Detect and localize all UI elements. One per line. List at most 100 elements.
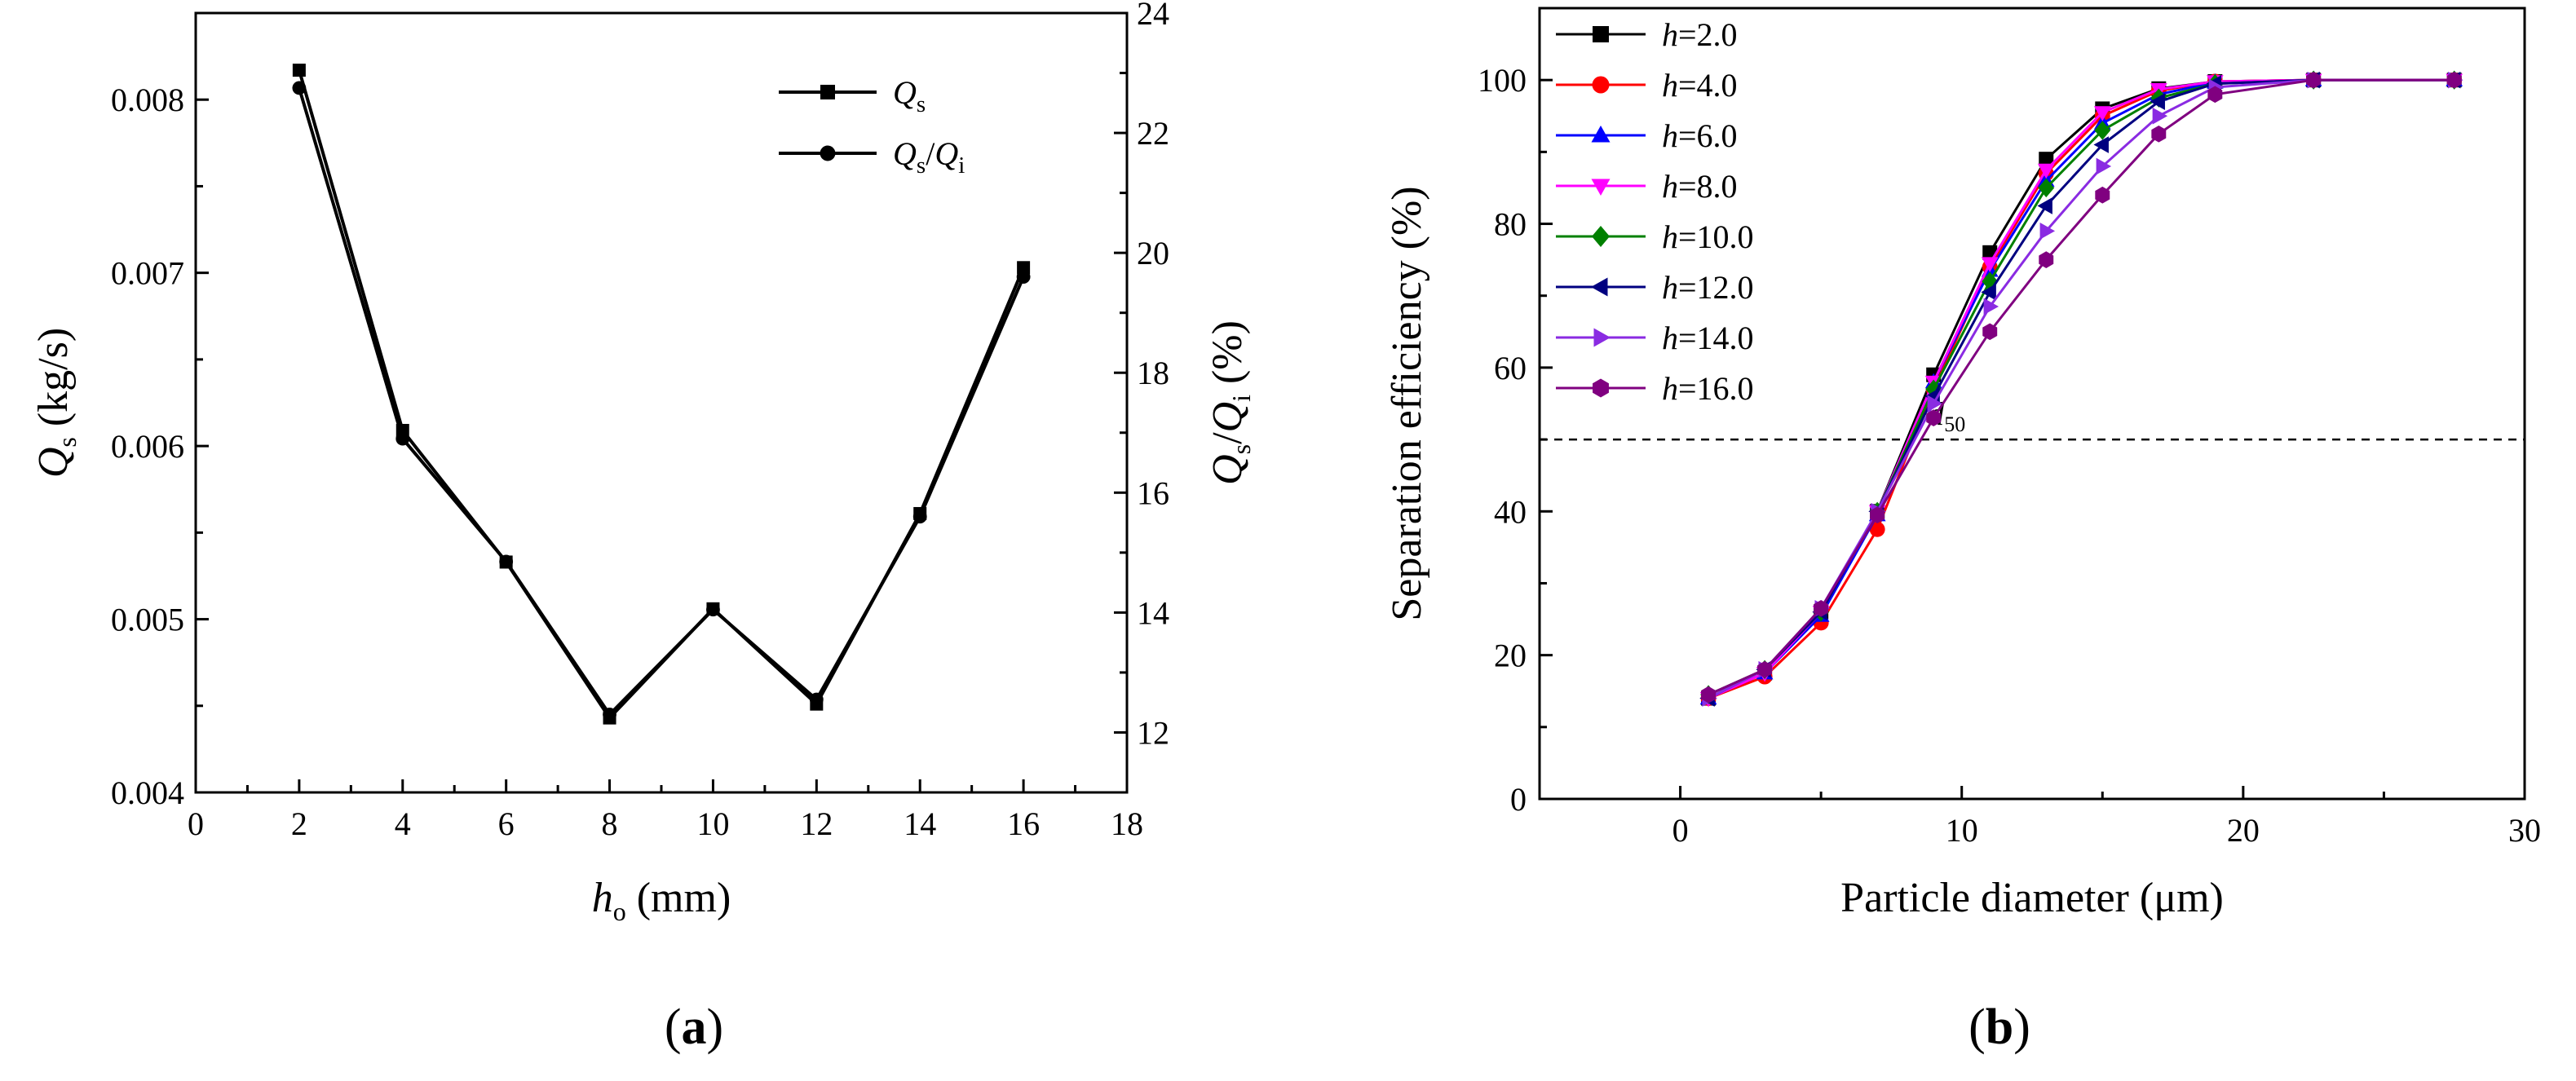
panel-b-legend-marker (1593, 26, 1609, 42)
panel-b-legend-marker (1592, 226, 1610, 247)
panel-b-data-point (2038, 178, 2055, 198)
panel-b-y-tick-label: 40 (1494, 493, 1527, 530)
panel-a-data-point (912, 510, 927, 524)
panel-b-y-tick-label: 20 (1494, 638, 1527, 674)
panel-b-data-point (2152, 107, 2168, 125)
panel-a-x-tick-label: 4 (395, 805, 411, 842)
panel-b-data-point (2151, 125, 2167, 143)
panel-a-x-tick-label: 14 (904, 805, 936, 842)
panel-b-legend-label: h=2.0 (1662, 16, 1738, 53)
panel-a-data-point (809, 692, 824, 707)
panel-a-series-line-1 (297, 87, 1025, 717)
panel-b-x-tick-label: 0 (1672, 812, 1689, 849)
panel-a-y2-tick-label: 14 (1137, 594, 1169, 631)
panel-b-data-point (2037, 163, 2055, 179)
panel-b-y-tick-label: 0 (1510, 781, 1527, 818)
panel-a-y-tick-label: 0.008 (111, 82, 184, 118)
panel-b-data-point (1701, 686, 1717, 704)
panel-b-data-point (2093, 136, 2109, 153)
panel-b-y-tick-label: 60 (1494, 350, 1527, 386)
panel-a-data-point (395, 431, 410, 446)
panel-b-data-point (2446, 71, 2462, 89)
panel-b-legend-label: h=6.0 (1662, 117, 1738, 154)
panel-b-y-tick-label: 100 (1478, 62, 1527, 99)
panel-b-legend-label: h=16.0 (1662, 370, 1754, 407)
panel-b-data-point (1926, 409, 1942, 426)
panel-b-legend-label: h=14.0 (1662, 320, 1754, 356)
panel-b-data-point (1870, 506, 1885, 524)
panel-a-x-tick-label: 18 (1111, 805, 1143, 842)
panel-a-x-tick-label: 16 (1007, 805, 1040, 842)
panel-a-legend-label: Qs/Qi (893, 135, 965, 179)
panel-b-x-tick-label: 10 (1946, 812, 1978, 849)
panel-a-data-point (499, 554, 514, 569)
panel-a-y2-tick-label: 16 (1137, 474, 1169, 511)
panel-b-data-point (1814, 599, 1829, 617)
panel-a-x-axis-title: ho (mm) (592, 875, 731, 926)
panel-b-plot-frame (1538, 7, 2526, 801)
panel-b-legend-label: h=8.0 (1662, 168, 1738, 205)
panel-a-y2-tick-label: 22 (1137, 115, 1169, 152)
panel-b-data-point (2306, 71, 2322, 89)
panel-a-x-tick-label: 2 (291, 805, 307, 842)
panel-b-data-point (1869, 521, 1885, 537)
panel-a-data-point (292, 64, 306, 77)
panel-b-legend-marker (1593, 378, 1609, 398)
panel-b-legend-marker (1592, 76, 1610, 94)
panel-b-x-axis-title: Particle diameter (μm) (1840, 875, 2224, 921)
panel-a-x-tick-label: 8 (602, 805, 618, 842)
panel-b-data-point (1757, 660, 1773, 678)
panel-b-data-point (1927, 395, 1942, 413)
panel-b-caption: (b) (1968, 999, 2030, 1055)
panel-b-series-line-7 (1708, 78, 2454, 696)
panel-b-data-point (2039, 223, 2056, 240)
panel-a-data-point (1016, 270, 1031, 284)
panel-b-data-point (1982, 323, 1998, 341)
panel-a-y-tick-label: 0.004 (111, 774, 184, 811)
panel-b-data-point (1981, 283, 1996, 301)
panel-a-x-tick-label: 10 (696, 805, 729, 842)
panel-b-data-point (2096, 157, 2112, 175)
panel-a-x-tick-label: 0 (188, 805, 204, 842)
panel-a-data-point (706, 602, 720, 617)
panel-b-data-point (2037, 197, 2052, 214)
panel-a-y2-tick-label: 20 (1137, 235, 1169, 271)
panel-b-legend-label: h=10.0 (1662, 218, 1754, 255)
panel-a-legend-label: Qs (893, 74, 926, 117)
panel-a-y-axis-title: Qs (kg/s) (30, 328, 82, 478)
panel-a-y2-axis-title: Qs/Qi (%) (1204, 320, 1256, 485)
panel-a-y-tick-label: 0.006 (111, 428, 184, 465)
panel-a-data-point (603, 708, 616, 721)
panel-a-y-tick-label: 0.005 (111, 602, 184, 638)
panel-b-data-point (1982, 271, 1999, 291)
panel-b-data-point (2039, 251, 2054, 268)
panel-b-legend-label: h=12.0 (1662, 269, 1754, 306)
panel-b-data-point (2094, 121, 2111, 140)
panel-a-caption: (a) (665, 999, 723, 1055)
panel-a-data-point (292, 81, 307, 95)
panel-b-data-point (2039, 152, 2054, 167)
panel-a-y2-tick-label: 24 (1137, 0, 1169, 32)
panel-a-y2-tick-label: 12 (1137, 714, 1169, 751)
panel-b-legend-marker (1593, 328, 1611, 347)
panel-b-x-tick-label: 20 (2227, 812, 2260, 849)
panel-b-legend-label: h=4.0 (1662, 67, 1738, 104)
panel-b-y-axis-title: Separation efficiency (%) (1384, 186, 1430, 620)
panel-b-data-point (2207, 86, 2223, 104)
panel-a-y2-tick-label: 18 (1137, 355, 1169, 391)
panel-b-legend-marker (1591, 126, 1611, 143)
panel-b-data-point (2095, 186, 2110, 204)
panel-a-legend-marker (820, 85, 835, 99)
panel-a-y-tick-label: 0.007 (111, 255, 184, 292)
panel-b-y-tick-label: 80 (1494, 206, 1527, 243)
panel-b-data-point (2093, 106, 2111, 121)
panel-a-plot-frame (194, 11, 1129, 794)
panel-b-legend-marker (1591, 277, 1608, 297)
panel-b-legend-marker (1591, 179, 1611, 196)
panel-b-series-line-5 (1708, 78, 2454, 699)
panel-b-data-point (1983, 298, 1999, 315)
panel-b-data-point (1981, 257, 1999, 272)
panel-b-x-tick-label: 30 (2508, 812, 2541, 849)
panel-a-x-tick-label: 12 (800, 805, 833, 842)
